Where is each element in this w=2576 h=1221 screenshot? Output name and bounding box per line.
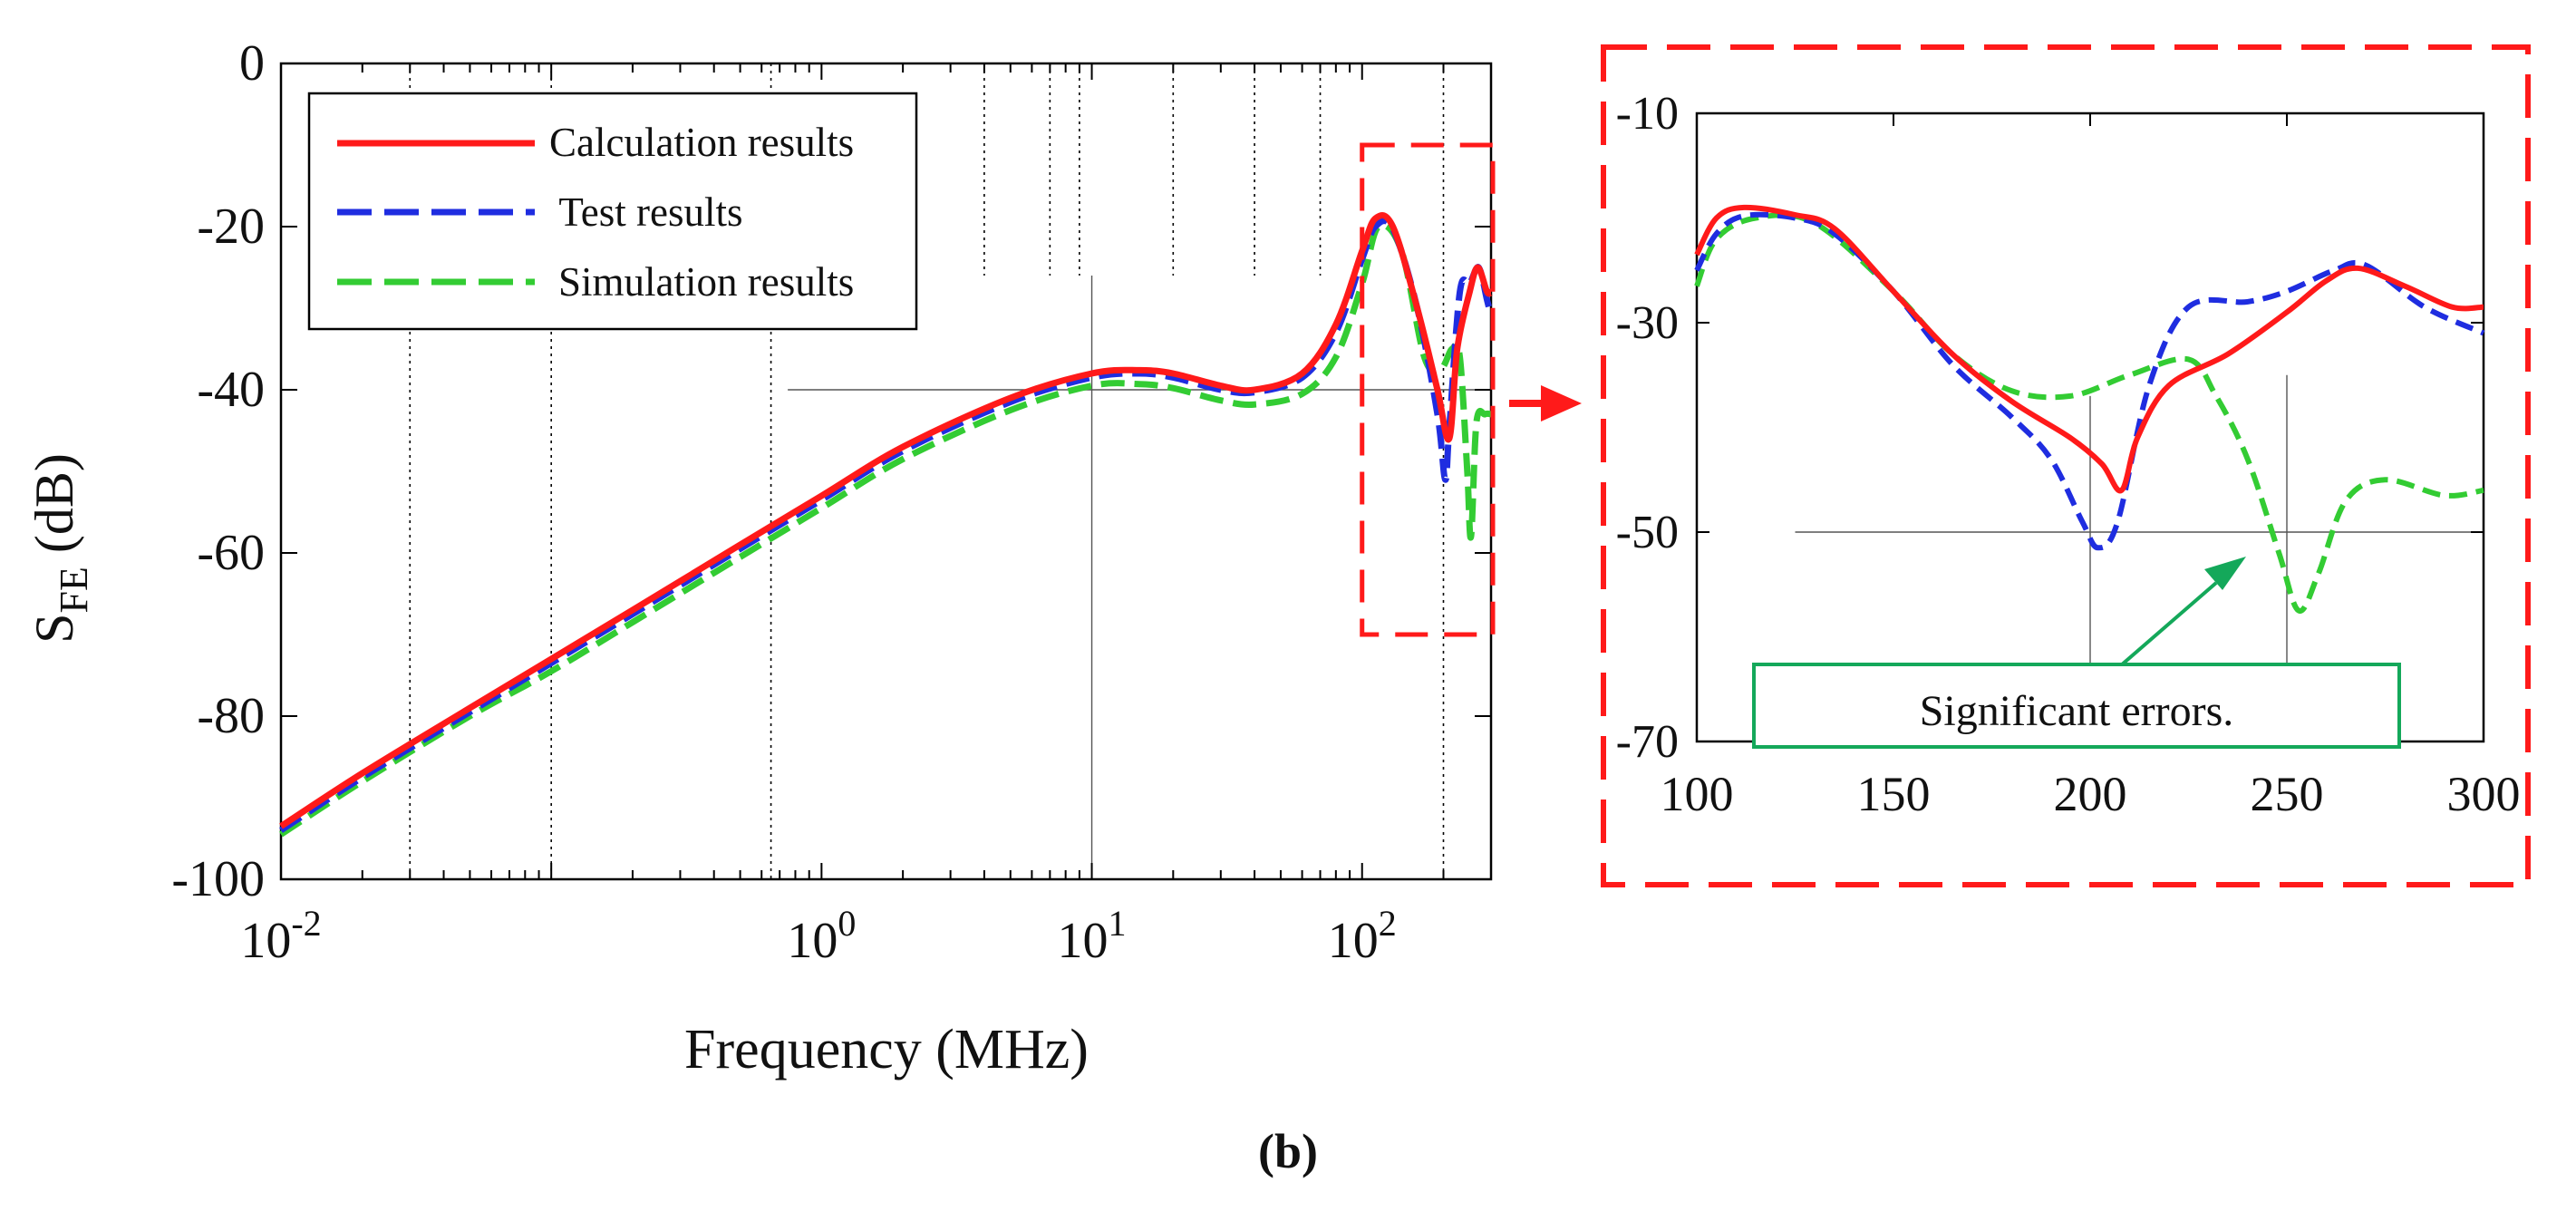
x-tick-label: 101 (1058, 903, 1127, 969)
series-line-simulation-results (279, 221, 1492, 838)
y-tick-label: -80 (197, 688, 265, 744)
y-axis-label-main: S (24, 613, 84, 643)
x-tick-label-base: 10 (1328, 913, 1379, 969)
x-tick-label-exponent: 2 (1379, 903, 1397, 944)
x-tick-label-base: 10 (240, 913, 291, 969)
zoom-series-layer (1694, 204, 2485, 614)
y-tick-label: 0 (239, 35, 265, 92)
zoom-series-line-test-results (1694, 211, 2485, 551)
figure-label: (b) (1258, 1124, 1318, 1178)
zoom-x-tick-label: 100 (1661, 767, 1734, 821)
figure-label-text: (b) (1258, 1124, 1318, 1178)
legend-label-simulation: Simulation results (558, 259, 854, 305)
y-tick-label: -40 (197, 362, 265, 418)
legend-label-calculation: Calculation results (549, 120, 854, 165)
x-tick-label-exponent: 0 (838, 903, 856, 944)
zoom-arrow (1509, 385, 1582, 422)
y-axis-label-unit: (dB) (24, 453, 84, 567)
x-tick-label: 100 (787, 903, 856, 969)
x-tick-label-base: 10 (1058, 913, 1109, 969)
main-series-layer (279, 212, 1495, 838)
y-axis-label: SFE (dB) (24, 453, 96, 644)
y-axis-label-subscript: FE (52, 567, 96, 613)
annotation-box (1752, 663, 2401, 749)
zoom-frame (1601, 44, 2531, 887)
x-tick-label-exponent: 1 (1109, 903, 1127, 944)
legend-label-test: Test results (549, 189, 743, 235)
zoom-region-box (1360, 142, 1496, 637)
annotation-text: Significant errors. (1920, 687, 2234, 735)
zoom-x-tick-label: 250 (2251, 767, 2324, 821)
main-tick-marks (280, 63, 1492, 880)
zoom-x-tick-label: 150 (1857, 767, 1931, 821)
zoom-y-tick-label: -30 (1616, 297, 1679, 349)
legend-box (307, 92, 918, 331)
zoom-series-line-simulation-results (1694, 212, 2484, 614)
legend: Calculation results Test results Simulat… (307, 92, 918, 331)
y-tick-label: -100 (171, 851, 265, 907)
x-axis-label: Frequency (MHz) (684, 1019, 1089, 1080)
zoom-y-tick-label: -50 (1616, 507, 1679, 558)
zoom-series-line-calculation-results (1694, 204, 2484, 494)
y-tick-label: -60 (197, 525, 265, 581)
zoom-y-tick-label: -10 (1616, 88, 1679, 140)
zoom-x-tick-label: 200 (2054, 767, 2127, 821)
series-line-calculation-results (279, 212, 1494, 829)
x-tick-label-base: 10 (787, 913, 838, 969)
zoom-y-tick-label: -70 (1616, 716, 1679, 768)
zoom-x-tick-label: 300 (2447, 767, 2521, 821)
x-tick-label-exponent: -2 (291, 903, 321, 944)
x-tick-label: 10-2 (240, 903, 321, 969)
x-tick-label: 102 (1328, 903, 1397, 969)
annotation-arrow (2119, 557, 2246, 667)
y-tick-label: -20 (197, 199, 265, 255)
